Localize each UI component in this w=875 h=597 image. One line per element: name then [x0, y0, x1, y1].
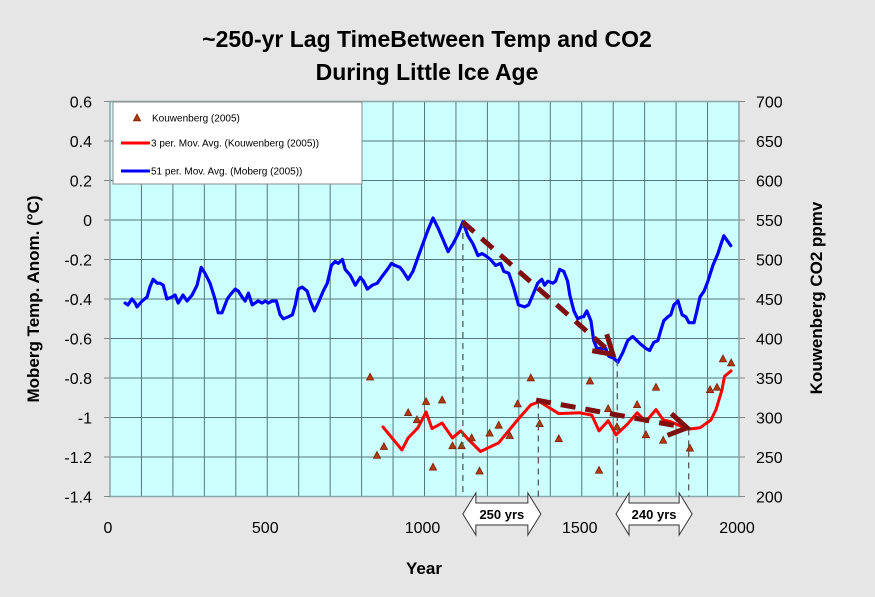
- y2-tick-label: 600: [756, 174, 783, 191]
- moberg-temp-line: [123, 216, 733, 364]
- legend-item: Kouwenberg (2005): [132, 113, 240, 125]
- lag-span-label: 250 yrs: [479, 507, 524, 522]
- legend-box: [112, 101, 363, 185]
- y-axis-title: Moberg Temp. Anom. (°C): [24, 195, 43, 402]
- kouwenberg-point: [372, 450, 382, 459]
- kouwenberg-moving-avg-line: [381, 369, 733, 453]
- kouwenberg-point: [594, 465, 604, 474]
- y2-tick-label: 350: [756, 371, 783, 388]
- kouwenberg-point: [485, 428, 494, 437]
- y-tick-label: 0: [83, 213, 92, 230]
- lag-span-label: 240 yrs: [632, 507, 677, 522]
- lag-trend-arrow-shaft: [535, 397, 688, 431]
- kouwenberg-point: [526, 373, 536, 382]
- lag-span-arrow: 240 yrs: [615, 491, 693, 537]
- chart-title: ~250-yr Lag TimeBetween Temp and CO2: [202, 26, 652, 52]
- x-tick-label: 0: [104, 520, 113, 537]
- kouwenberg-point: [403, 407, 413, 416]
- y-tick-label: -1.4: [64, 490, 92, 507]
- double-arrow-shape: [462, 491, 542, 537]
- y-tick-label: -0.6: [64, 332, 92, 349]
- kouwenberg-point: [505, 430, 514, 439]
- kouwenberg-point: [726, 358, 736, 367]
- kouwenberg-point: [585, 376, 595, 385]
- kouwenberg-point: [494, 420, 503, 429]
- kouwenberg-point: [421, 396, 431, 405]
- y2-tick-label: 500: [756, 253, 783, 270]
- series-layer: [123, 216, 736, 475]
- lag-trend-arrowhead: [591, 333, 617, 358]
- legend: Kouwenberg (2005) 3 per. Mov. Avg. (Kouwe…: [112, 101, 363, 185]
- kouwenberg-point: [475, 466, 484, 475]
- x-tick-label: 1000: [405, 520, 441, 537]
- kouwenberg-point: [513, 399, 522, 408]
- y-tick-label: -0.2: [64, 253, 92, 270]
- kouwenberg-point: [651, 382, 661, 391]
- kouwenberg-point: [379, 441, 389, 450]
- kouwenberg-point: [712, 382, 722, 391]
- legend-triangle-icon: [132, 113, 142, 122]
- kouwenberg-point: [603, 403, 613, 413]
- kouwenberg-point: [412, 415, 422, 424]
- legend-item: 3 per. Mov. Avg. (Kouwenberg (2005)): [121, 139, 319, 150]
- chart-subtitle: During Little Ice Age: [316, 59, 539, 85]
- y2-tick-label: 550: [756, 213, 783, 230]
- x-tick-label: 2000: [719, 520, 755, 537]
- kouwenberg-point: [467, 433, 476, 442]
- kouwenberg-point: [365, 372, 375, 381]
- y2-tick-label: 250: [756, 450, 783, 467]
- y-tick-label: -0.8: [64, 371, 92, 388]
- axes: 0.6 0.4 0.2 0 -0.2 -0.4 -0.6 -0.8 -1 -1.2 -1.4 700 6…: [64, 95, 782, 538]
- y2-tick-label: 200: [756, 490, 783, 507]
- kouwenberg-point: [554, 433, 564, 443]
- y2-axis-title: Kouwenberg CO2 ppmv: [807, 201, 826, 394]
- kouwenberg-point: [718, 354, 728, 363]
- kouwenberg-point: [641, 430, 651, 439]
- kouwenberg-point: [448, 441, 457, 450]
- kouwenberg-point: [437, 395, 447, 404]
- lag-trend-arrowhead: [666, 411, 692, 438]
- legend-label: Kouwenberg (2005): [152, 114, 240, 125]
- x-tick-label: 500: [252, 520, 279, 537]
- y-tick-label: 0.2: [70, 174, 92, 191]
- double-arrow-shape: [615, 491, 693, 537]
- y2-tick-label: 450: [756, 292, 783, 309]
- kouwenberg-point: [685, 443, 695, 452]
- kouwenberg-point: [705, 384, 715, 394]
- x-tick-label: 1500: [562, 520, 598, 537]
- legend-item: 51 per. Mov. Avg. (Moberg (2005)): [121, 167, 302, 178]
- y-tick-label: 0.4: [70, 134, 92, 151]
- lag-trend-arrow: [461, 220, 617, 358]
- lag-trend-arrow: [535, 397, 692, 438]
- lag-span-arrow: 250 yrs: [462, 491, 542, 537]
- y-tick-label: 0.6: [70, 95, 92, 112]
- x-axis-title: Year: [406, 559, 442, 578]
- y2-tick-label: 650: [756, 134, 783, 151]
- legend-label: 51 per. Mov. Avg. (Moberg (2005)): [151, 167, 302, 178]
- annotations: 250 yrs 240 yrs: [461, 220, 693, 537]
- kouwenberg-point: [428, 462, 438, 471]
- y2-tick-label: 300: [756, 411, 783, 428]
- lag-trend-arrow-shaft: [461, 220, 615, 357]
- legend-label: 3 per. Mov. Avg. (Kouwenberg (2005)): [151, 139, 319, 150]
- y2-tick-label: 400: [756, 332, 783, 349]
- y-tick-label: -1: [78, 411, 92, 428]
- kouwenberg-point: [632, 400, 642, 409]
- kouwenberg-point: [658, 435, 668, 444]
- y-tick-label: -0.4: [64, 292, 92, 309]
- y2-tick-label: 700: [756, 95, 783, 112]
- y-tick-label: -1.2: [64, 450, 92, 467]
